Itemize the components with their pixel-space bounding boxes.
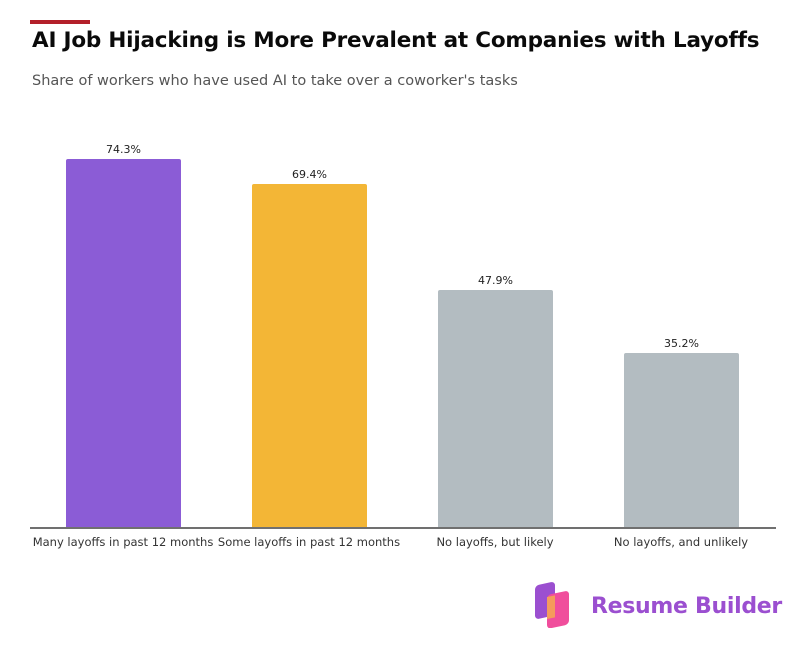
x-tick-label: Many layoffs in past 12 months bbox=[32, 535, 214, 549]
brand-name: Resume Builder bbox=[591, 594, 782, 619]
bar-value-label: 35.2% bbox=[664, 337, 699, 350]
bar-some-layoffs bbox=[252, 184, 367, 528]
title-accent-line bbox=[30, 20, 90, 24]
bar-value-label: 74.3% bbox=[106, 143, 141, 156]
resume-builder-logo-icon bbox=[533, 580, 575, 633]
brand-logo: Resume Builder bbox=[533, 580, 782, 633]
chart-title: AI Job Hijacking is More Prevalent at Co… bbox=[32, 28, 760, 53]
x-tick-label: Some layoffs in past 12 months bbox=[217, 535, 401, 549]
bar-no-layoffs-likely bbox=[438, 290, 553, 528]
bar-value-label: 69.4% bbox=[292, 168, 327, 181]
bar-no-layoffs-unlikely bbox=[624, 353, 739, 528]
x-tick-label: No layoffs, but likely bbox=[436, 535, 554, 549]
bar-value-label: 47.9% bbox=[478, 274, 513, 287]
x-tick-label: No layoffs, and unlikely bbox=[613, 535, 749, 549]
bar-many-layoffs bbox=[66, 159, 181, 528]
chart-subtitle: Share of workers who have used AI to tak… bbox=[32, 73, 518, 89]
x-axis-line bbox=[30, 527, 776, 529]
